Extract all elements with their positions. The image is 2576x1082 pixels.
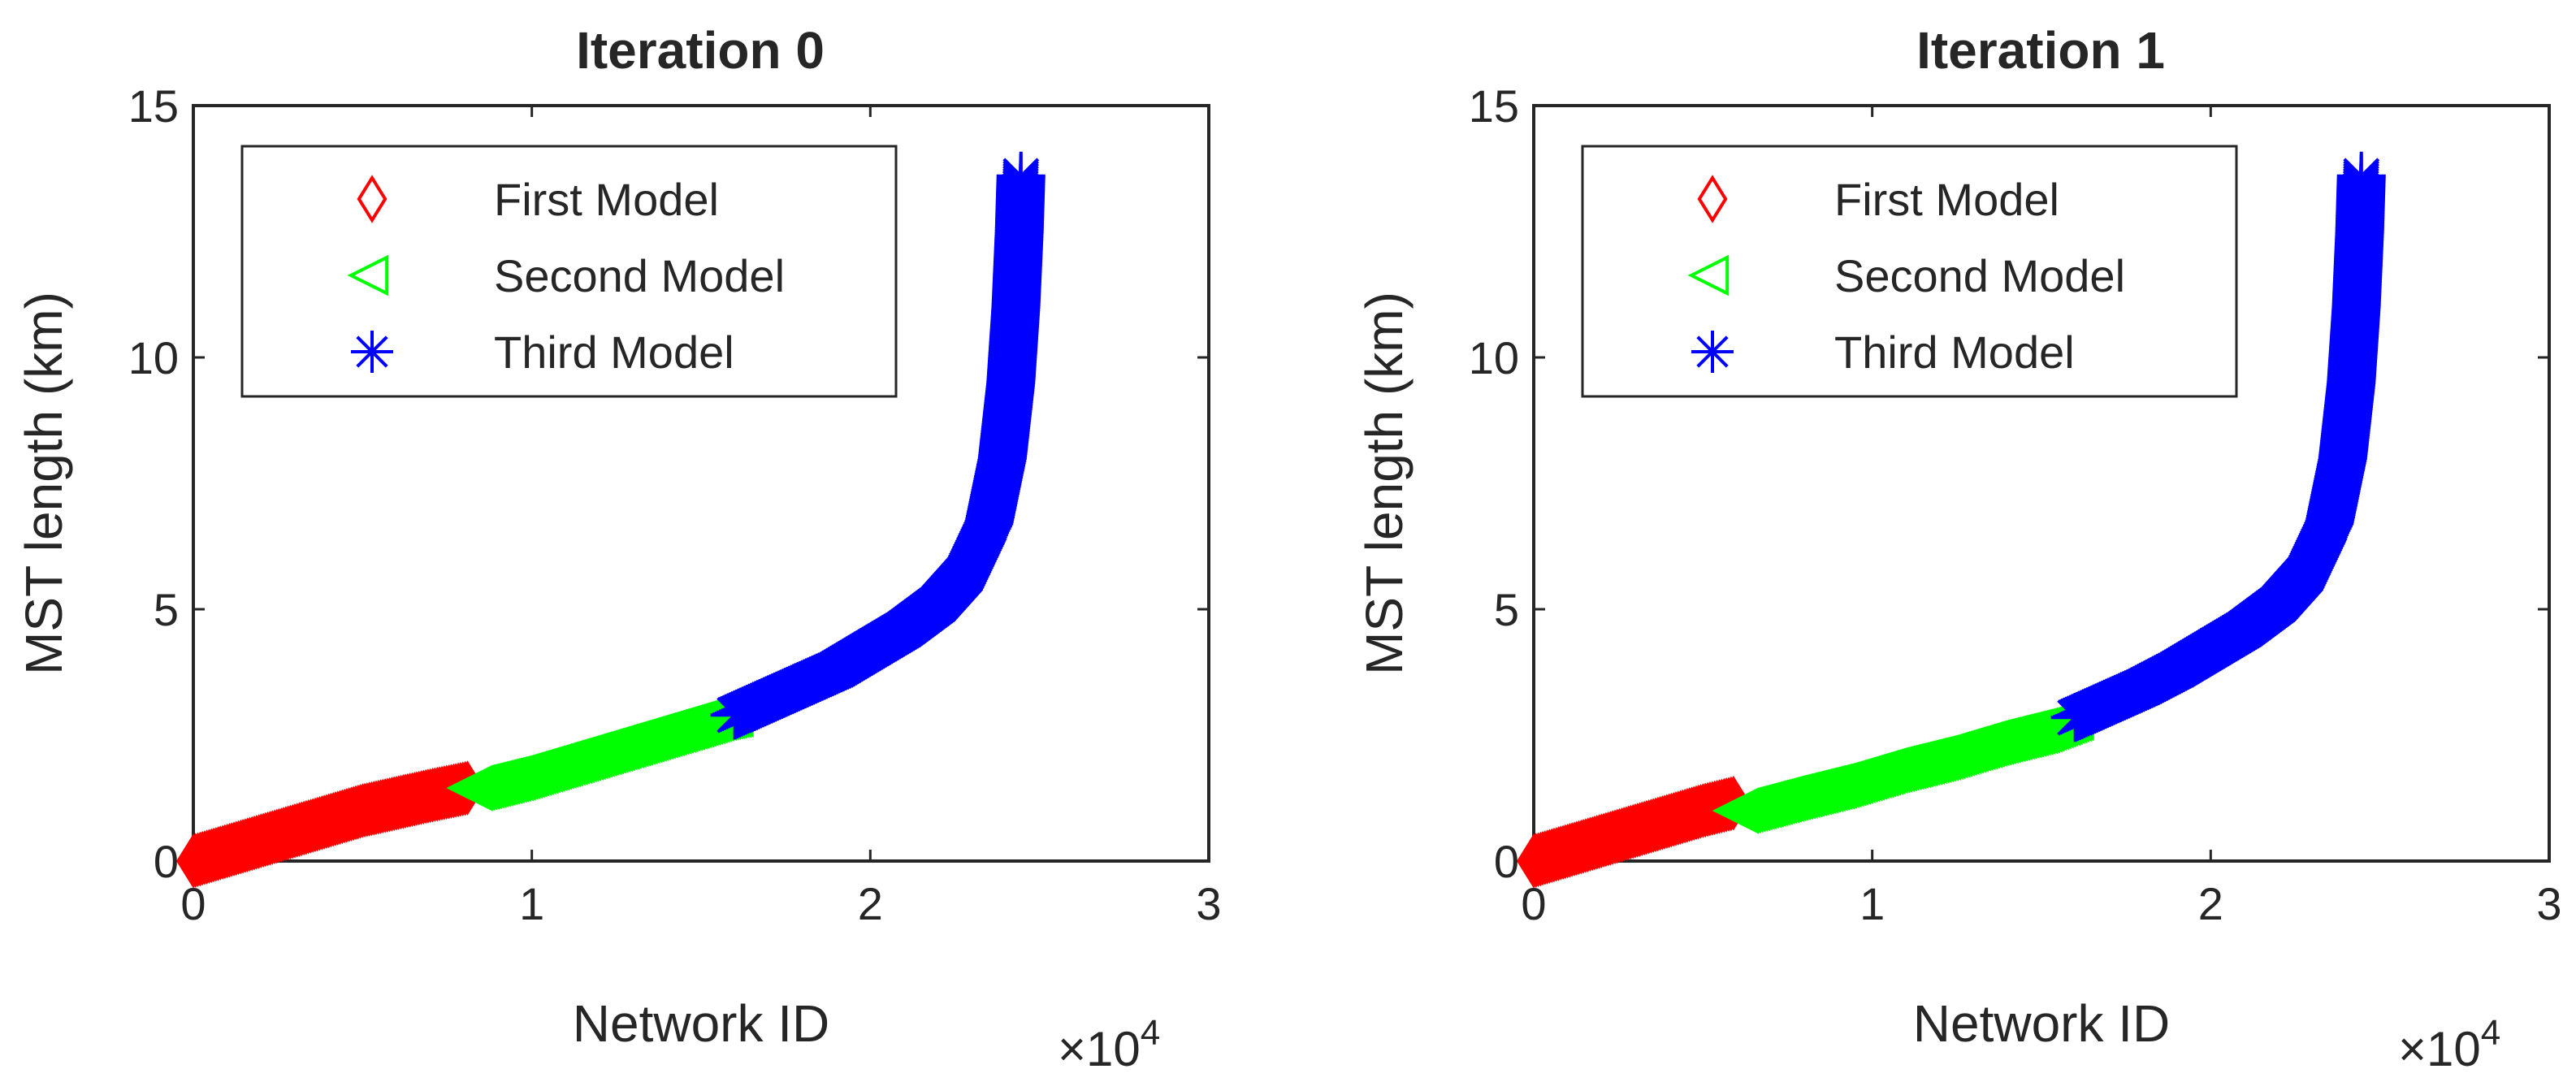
data-point — [1716, 775, 1751, 831]
legend-entry: Second Model — [1834, 250, 2125, 301]
y-axis-label: MST length (km) — [15, 292, 73, 675]
x-axis-label: Network ID — [573, 994, 830, 1053]
x-tick-label: 1 — [519, 878, 544, 929]
legend-entry: First Model — [494, 174, 719, 225]
data-point — [2336, 151, 2386, 201]
legend-box — [1581, 145, 2238, 398]
chart-title: Iteration 0 — [576, 21, 825, 80]
series-third-model — [2050, 151, 2386, 742]
data-point — [1704, 778, 1739, 834]
data-point — [996, 151, 1046, 201]
y-tick-label: 5 — [1494, 584, 1519, 635]
y-tick-label: 10 — [1469, 332, 1519, 383]
legend-marker-diamond — [1697, 175, 1728, 223]
legend-entry: Second Model — [494, 250, 785, 301]
legend-marker-triangle-left — [347, 254, 389, 296]
y-tick-label: 0 — [154, 836, 179, 887]
x-tick-label: 0 — [180, 878, 206, 929]
y-tick-label: 10 — [128, 332, 179, 383]
tick-marks — [1532, 104, 2551, 863]
y-tick-label: 15 — [1469, 80, 1519, 132]
y-tick-label: 5 — [154, 584, 179, 635]
data-points — [176, 151, 1046, 889]
x-axis-label: Network ID — [1913, 994, 2171, 1053]
x-multiplier-label: ×104 — [1058, 1013, 1160, 1076]
y-tick-label: 15 — [128, 80, 179, 132]
x-tick-label: 3 — [2536, 878, 2561, 929]
series-first-model — [176, 760, 485, 889]
legend-box — [240, 145, 898, 398]
data-point — [1707, 777, 1742, 833]
data-point — [1702, 779, 1737, 834]
data-point — [1712, 777, 1747, 832]
legend-entry: Third Model — [1834, 327, 2075, 378]
data-point — [1709, 777, 1744, 833]
series-first-model — [1517, 775, 1751, 889]
data-point — [1713, 776, 1748, 832]
chart-title: Iteration 1 — [1916, 21, 2165, 80]
chart-iteration-1: Iteration 1 0 1 2 3 0 5 10 15 Network ID MST le… — [1355, 21, 2562, 1076]
data-point — [1697, 780, 1732, 836]
series-second-model — [1712, 694, 2094, 834]
legend-marker-asterisk — [351, 331, 393, 373]
tick-labels: 0 1 2 3 0 5 10 15 — [1469, 80, 2562, 929]
x-tick-label: 2 — [2198, 878, 2223, 929]
x-tick-label: 3 — [1196, 878, 1221, 929]
x-tick-label: 2 — [858, 878, 883, 929]
legend-entry: First Model — [1834, 174, 2059, 225]
data-points — [1517, 151, 2386, 889]
series-third-model — [710, 151, 1046, 740]
legend: First Model Second Model Third Model — [240, 145, 898, 398]
data-point — [1695, 781, 1730, 836]
tick-labels: 0 1 2 3 0 5 10 15 — [128, 80, 1222, 929]
x-tick-label: 0 — [1521, 878, 1546, 929]
legend: First Model Second Model Third Model — [1581, 145, 2238, 398]
legend-marker-diamond — [357, 175, 387, 223]
chart-iteration-0: Iteration 0 0 1 2 3 0 5 10 15 Network ID MST le… — [15, 21, 1222, 1076]
x-tick-label: 1 — [1859, 878, 1885, 929]
x-multiplier-label: ×104 — [2398, 1013, 2500, 1076]
data-point — [1699, 779, 1734, 835]
y-axis-label: MST length (km) — [1355, 292, 1414, 675]
legend-marker-triangle-left — [1687, 254, 1730, 296]
legend-marker-asterisk — [1691, 331, 1734, 373]
legend-entry: Third Model — [494, 327, 734, 378]
y-tick-label: 0 — [1494, 836, 1519, 887]
